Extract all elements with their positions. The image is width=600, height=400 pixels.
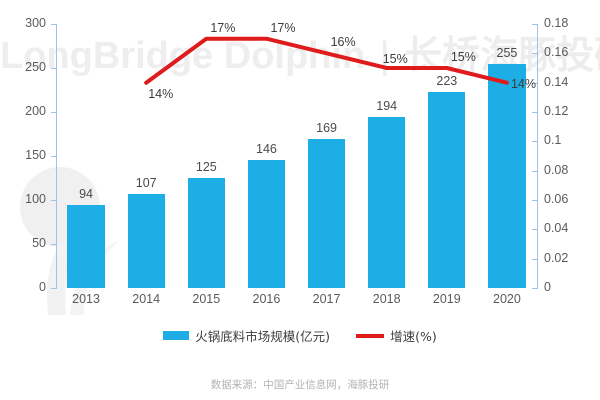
right-axis-tick bbox=[532, 288, 537, 289]
bar-2017[interactable] bbox=[307, 139, 346, 288]
source-note: 数据来源：中国产业信息网，海豚投研 bbox=[210, 379, 390, 391]
x-axis-label-2015: 2015 bbox=[192, 292, 221, 306]
bar-value-label-2016: 146 bbox=[256, 141, 277, 156]
right-axis-tick-label: 0.14 bbox=[544, 75, 569, 89]
bar-value-label-2020: 255 bbox=[496, 45, 518, 60]
bar-value-label-2019: 223 bbox=[436, 73, 458, 88]
bar-value-label-2018: 194 bbox=[376, 99, 398, 114]
right-axis-line bbox=[533, 24, 538, 289]
bar-2020[interactable] bbox=[488, 63, 526, 288]
right-axis-tick bbox=[532, 229, 537, 230]
left-axis-tick bbox=[51, 24, 56, 25]
right-axis-tick bbox=[532, 112, 537, 113]
chart-legend: 火锅底料市场规模(亿元) 增速(%) bbox=[0, 326, 600, 345]
right-axis-tick-label: 0.04 bbox=[544, 221, 569, 235]
x-axis-label-2016: 2016 bbox=[252, 292, 281, 306]
left-axis-tick-label: 100 bbox=[25, 192, 46, 206]
x-axis-label-2014: 2014 bbox=[132, 292, 161, 306]
growth-percent-label-2016: 17% bbox=[270, 20, 296, 35]
bar-value-label-2014: 107 bbox=[135, 175, 157, 190]
left-axis-tick bbox=[51, 112, 56, 113]
watermark-latin-text: LongBridge Dolphin bbox=[0, 35, 366, 77]
left-axis-tick-label: 150 bbox=[25, 148, 46, 162]
growth-percent-label-2017: 16% bbox=[330, 35, 356, 50]
growth-percent-label-2015: 17% bbox=[210, 20, 236, 35]
right-axis-tick bbox=[532, 171, 537, 172]
legend-bar-swatch-icon bbox=[163, 331, 190, 340]
left-axis-line bbox=[52, 24, 57, 289]
x-axis-label-2013: 2013 bbox=[72, 292, 100, 306]
right-axis-tick-label: 0.18 bbox=[544, 16, 569, 30]
right-axis-tick bbox=[532, 53, 537, 54]
bar-value-label-2015: 125 bbox=[195, 160, 217, 174]
left-axis-tick bbox=[51, 288, 56, 289]
right-axis-tick bbox=[532, 200, 537, 201]
legend-label-growth-rate: 增速(%) bbox=[390, 329, 437, 344]
growth-percent-label-2014: 14% bbox=[148, 86, 174, 101]
left-axis-tick-label: 300 bbox=[25, 16, 46, 30]
legend-item-growth-rate[interactable]: 增速(%) bbox=[356, 326, 437, 345]
bar-2018[interactable] bbox=[368, 117, 406, 288]
growth-percent-label-2020: 14% bbox=[510, 76, 536, 91]
x-axis-label-2017: 2017 bbox=[312, 292, 341, 306]
x-axis-label-2020: 2020 bbox=[493, 292, 521, 306]
right-axis-tick-label: 0.08 bbox=[544, 163, 569, 177]
bar-value-label-2013: 94 bbox=[79, 187, 94, 202]
left-axis-tick-label: 0 bbox=[39, 280, 46, 294]
bar-2016[interactable] bbox=[247, 159, 286, 288]
right-axis-tick-label: 0.16 bbox=[544, 45, 569, 59]
growth-percent-label-2019: 15% bbox=[450, 50, 476, 64]
right-axis-tick-label: 0.02 bbox=[544, 251, 569, 265]
right-axis-tick bbox=[532, 83, 537, 84]
bar-value-label-2017: 169 bbox=[316, 121, 337, 136]
legend-label-market-size: 火锅底料市场规模(亿元) bbox=[195, 329, 331, 344]
bar-2019[interactable] bbox=[428, 91, 466, 288]
left-axis-tick-label: 250 bbox=[25, 60, 46, 74]
growth-percent-label-2018: 15% bbox=[382, 52, 408, 66]
right-axis-tick bbox=[532, 141, 537, 142]
bar-2014[interactable] bbox=[127, 193, 165, 288]
left-axis-tick bbox=[51, 156, 56, 157]
left-axis-tick-label: 50 bbox=[32, 236, 46, 250]
bar-2015[interactable] bbox=[187, 178, 225, 288]
left-axis-tick-label: 200 bbox=[25, 104, 46, 118]
right-axis-tick-label: 0.1 bbox=[544, 133, 562, 147]
x-axis-label-2019: 2019 bbox=[432, 292, 461, 306]
right-axis-tick bbox=[532, 24, 537, 25]
legend-item-market-size[interactable]: 火锅底料市场规模(亿元) bbox=[163, 326, 330, 345]
bar-2013[interactable] bbox=[67, 205, 105, 288]
right-axis-tick-label: 0.12 bbox=[544, 104, 569, 118]
x-axis-label-2018: 2018 bbox=[372, 292, 401, 306]
left-axis-tick bbox=[51, 244, 56, 245]
right-axis-tick bbox=[532, 259, 537, 260]
right-axis-tick-label: 0 bbox=[544, 280, 551, 294]
right-axis-tick-label: 0.06 bbox=[544, 192, 569, 206]
legend-line-swatch-icon bbox=[356, 333, 385, 338]
left-axis-tick bbox=[51, 68, 56, 69]
